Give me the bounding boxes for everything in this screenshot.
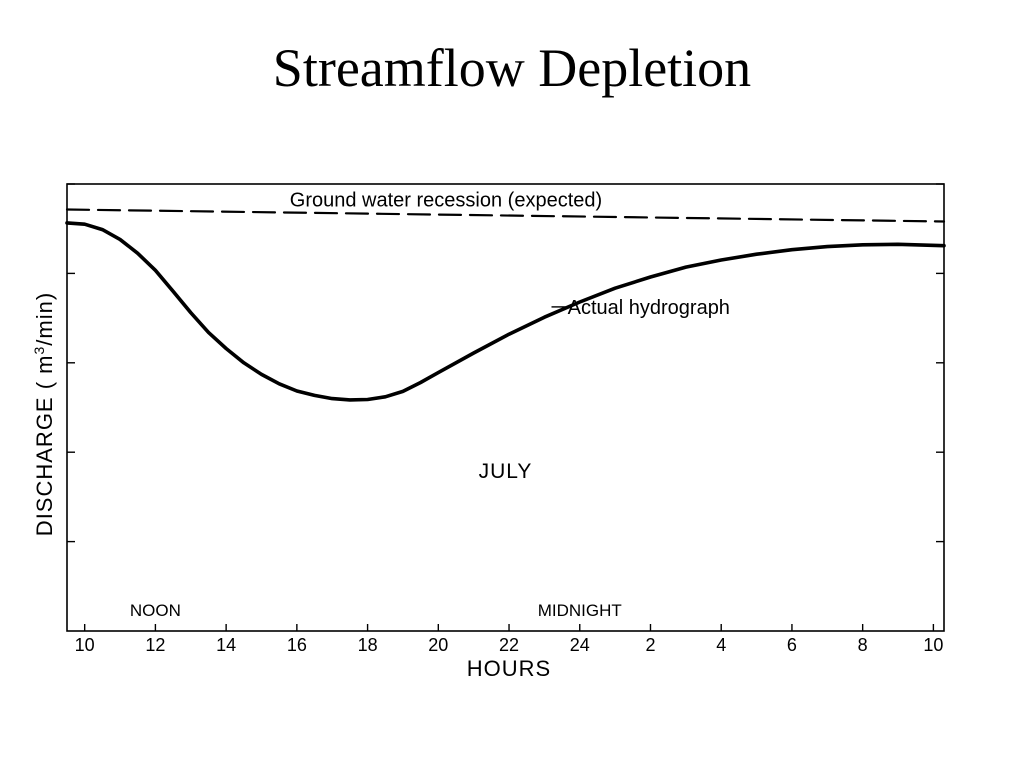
- slide-title: Streamflow Depletion: [272, 38, 752, 98]
- period-label: NOON: [130, 601, 181, 620]
- chart-text: HOURS DISCHARGE ( m3/min) JULY 10 12 14 16 1…: [31, 190, 943, 681]
- x-tick-label: 22: [499, 635, 519, 655]
- actual-hydrograph-line: [65, 221, 946, 402]
- x-tick-label: 18: [358, 635, 378, 655]
- chart-series: [65, 208, 946, 402]
- y-axis-label-superscript: 3: [31, 346, 47, 355]
- period-label: MIDNIGHT: [538, 601, 622, 620]
- x-tick-label: 20: [428, 635, 448, 655]
- x-tick-label: 14: [216, 635, 236, 655]
- x-tick-label: 6: [787, 635, 797, 655]
- y-axis-label-end: /min): [32, 292, 57, 346]
- expected-recession-line: [65, 208, 946, 223]
- plot-frame: [66, 183, 945, 632]
- x-tick-label: 4: [716, 635, 726, 655]
- x-tick-label: 10: [923, 635, 943, 655]
- x-tick-label: 10: [75, 635, 95, 655]
- x-tick-label: 8: [858, 635, 868, 655]
- expected-recession-label: Ground water recession (expected): [290, 190, 602, 212]
- chart-axes: [66, 183, 945, 632]
- x-axis-label: HOURS: [467, 656, 551, 681]
- y-axis-label-main: DISCHARGE ( m: [32, 355, 57, 537]
- month-annotation: JULY: [479, 460, 533, 483]
- y-axis-label: DISCHARGE ( m3/min): [31, 292, 57, 536]
- x-tick-label: 2: [645, 635, 655, 655]
- actual-hydrograph-label: Actual hydrograph: [568, 297, 730, 319]
- x-tick-label: 24: [570, 635, 590, 655]
- x-tick-label: 16: [287, 635, 307, 655]
- x-tick-label: 12: [145, 635, 165, 655]
